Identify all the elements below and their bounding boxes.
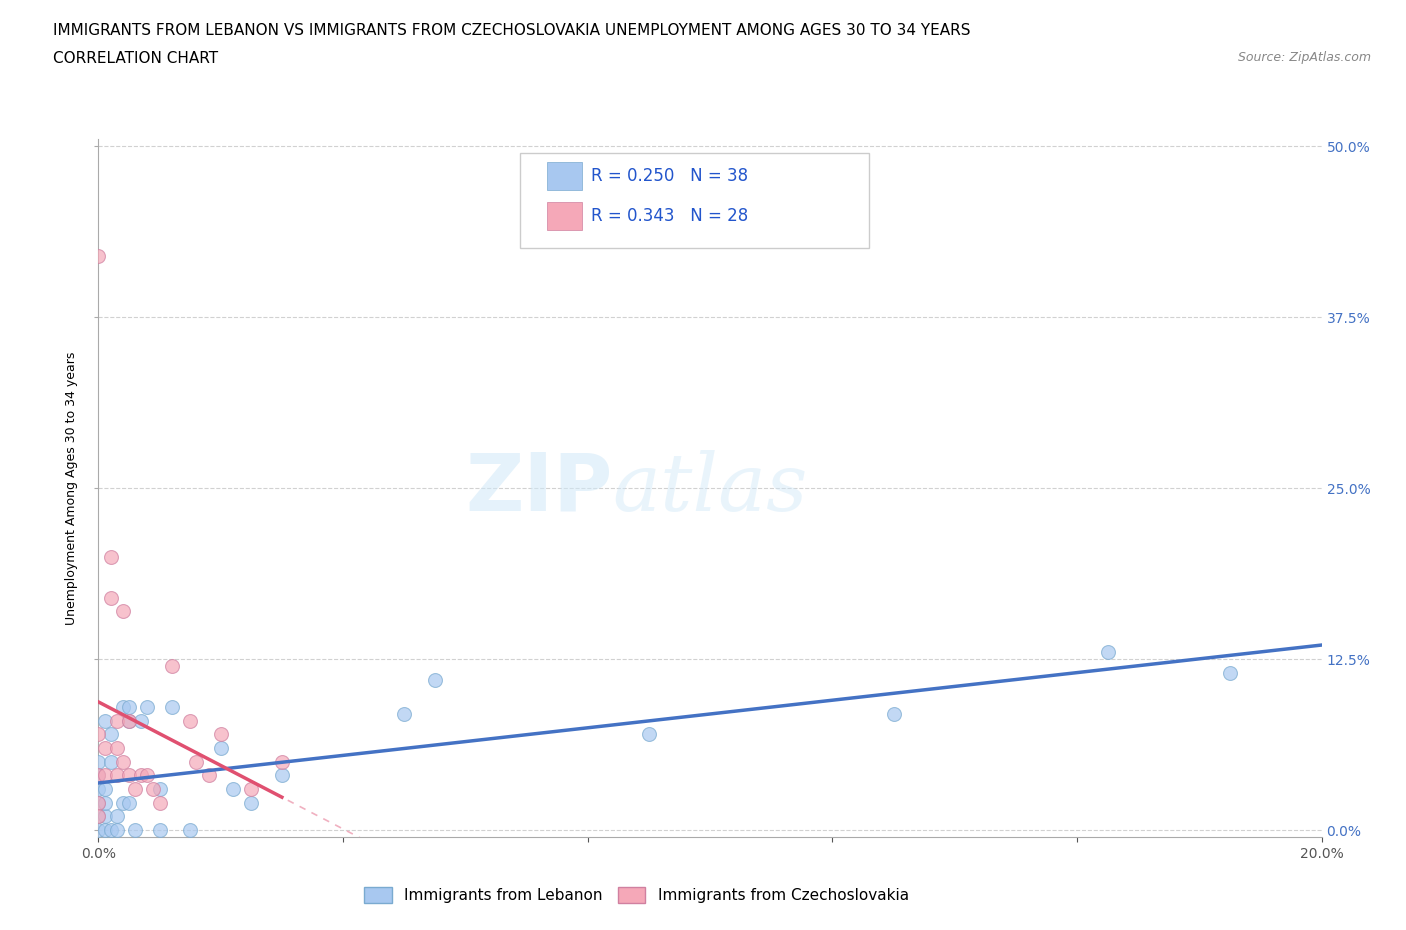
Point (100, 823, 122, 838)
Text: R = 0.250   N = 38: R = 0.250 N = 38 (592, 166, 748, 185)
Point (100, 754, 122, 769)
Point (179, 823, 201, 838)
Point (142, 782, 165, 797)
Text: IMMIGRANTS FROM LEBANON VS IMMIGRANTS FROM CZECHOSLOVAKIA UNEMPLOYMENT AMONG AGE: IMMIGRANTS FROM LEBANON VS IMMIGRANTS FR… (53, 23, 972, 38)
Point (93, 782, 115, 797)
Point (136, 699, 159, 714)
Point (100, 591, 122, 605)
Point (87, 727, 110, 742)
Point (118, 699, 141, 714)
Point (149, 795, 172, 810)
Point (105, 713, 128, 728)
Point (105, 740, 128, 755)
Text: atlas: atlas (612, 449, 807, 527)
Point (129, 768, 152, 783)
Point (87, 248, 110, 263)
Point (124, 823, 146, 838)
Point (100, 550, 122, 565)
Point (270, 768, 292, 783)
Point (93, 809, 115, 824)
Point (124, 782, 146, 797)
Point (87, 768, 110, 783)
Point (883, 707, 905, 722)
Point (105, 823, 128, 838)
Y-axis label: Unemployment Among Ages 30 to 34 years: Unemployment Among Ages 30 to 34 years (65, 352, 79, 625)
Point (93, 768, 115, 783)
Point (111, 699, 134, 714)
Point (240, 782, 263, 797)
Point (118, 713, 141, 728)
Point (87, 809, 110, 824)
FancyBboxPatch shape (520, 153, 869, 247)
Point (149, 782, 172, 797)
Point (160, 699, 183, 714)
Legend: Immigrants from Lebanon, Immigrants from Czechoslovakia: Immigrants from Lebanon, Immigrants from… (359, 882, 915, 910)
Point (186, 754, 208, 769)
Point (240, 795, 263, 810)
Point (423, 672, 446, 687)
Point (87, 809, 110, 824)
Point (149, 823, 172, 838)
Point (209, 727, 232, 742)
Point (270, 754, 292, 769)
Point (87, 823, 110, 838)
Text: Source: ZipAtlas.com: Source: ZipAtlas.com (1237, 51, 1371, 64)
Point (111, 754, 134, 769)
Point (179, 713, 201, 728)
Point (1097, 644, 1119, 659)
Point (87, 782, 110, 797)
Point (118, 713, 141, 728)
Point (136, 768, 159, 783)
Text: R = 0.343   N = 28: R = 0.343 N = 28 (592, 207, 748, 225)
Point (129, 713, 152, 728)
Text: CORRELATION CHART: CORRELATION CHART (53, 51, 218, 66)
Point (100, 727, 122, 742)
Point (93, 795, 115, 810)
Point (87, 795, 110, 810)
Point (87, 795, 110, 810)
Point (93, 823, 115, 838)
Point (105, 768, 128, 783)
Point (111, 604, 134, 618)
Point (197, 768, 219, 783)
Point (160, 658, 183, 673)
Point (105, 809, 128, 824)
Text: ZIP: ZIP (465, 449, 612, 527)
Point (392, 707, 416, 722)
Point (111, 795, 134, 810)
Point (1219, 666, 1241, 681)
Point (93, 740, 115, 755)
Point (118, 768, 141, 783)
Point (209, 740, 232, 755)
FancyBboxPatch shape (547, 203, 582, 231)
Point (222, 782, 245, 797)
Point (87, 768, 110, 783)
Point (118, 795, 141, 810)
Point (637, 727, 661, 742)
Point (87, 754, 110, 769)
Point (93, 713, 115, 728)
FancyBboxPatch shape (547, 162, 582, 190)
